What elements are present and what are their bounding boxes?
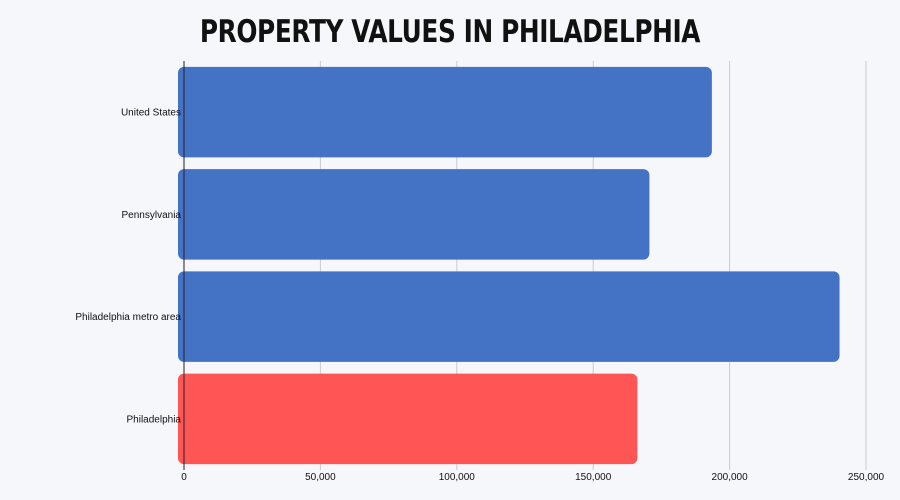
x-tick-label: 100,000 <box>439 472 476 483</box>
bar <box>178 373 638 465</box>
chart-title: PROPERTY VALUES IN PHILADELPHIA <box>199 14 701 50</box>
x-tick-label: 200,000 <box>712 472 749 483</box>
x-tick-label: 250,000 <box>848 472 885 483</box>
bar <box>178 169 650 260</box>
bar <box>178 66 712 158</box>
y-tick-label: Pennsylvania <box>122 210 182 221</box>
x-tick-label: 50,000 <box>305 472 336 483</box>
y-tick-label: United States <box>121 108 181 119</box>
y-tick-label: Philadelphia <box>127 414 182 425</box>
x-tick-label: 150,000 <box>575 472 612 483</box>
y-tick-label: Philadelphia metro area <box>75 312 181 323</box>
bar <box>178 271 840 362</box>
x-tick-label: 0 <box>181 472 187 483</box>
